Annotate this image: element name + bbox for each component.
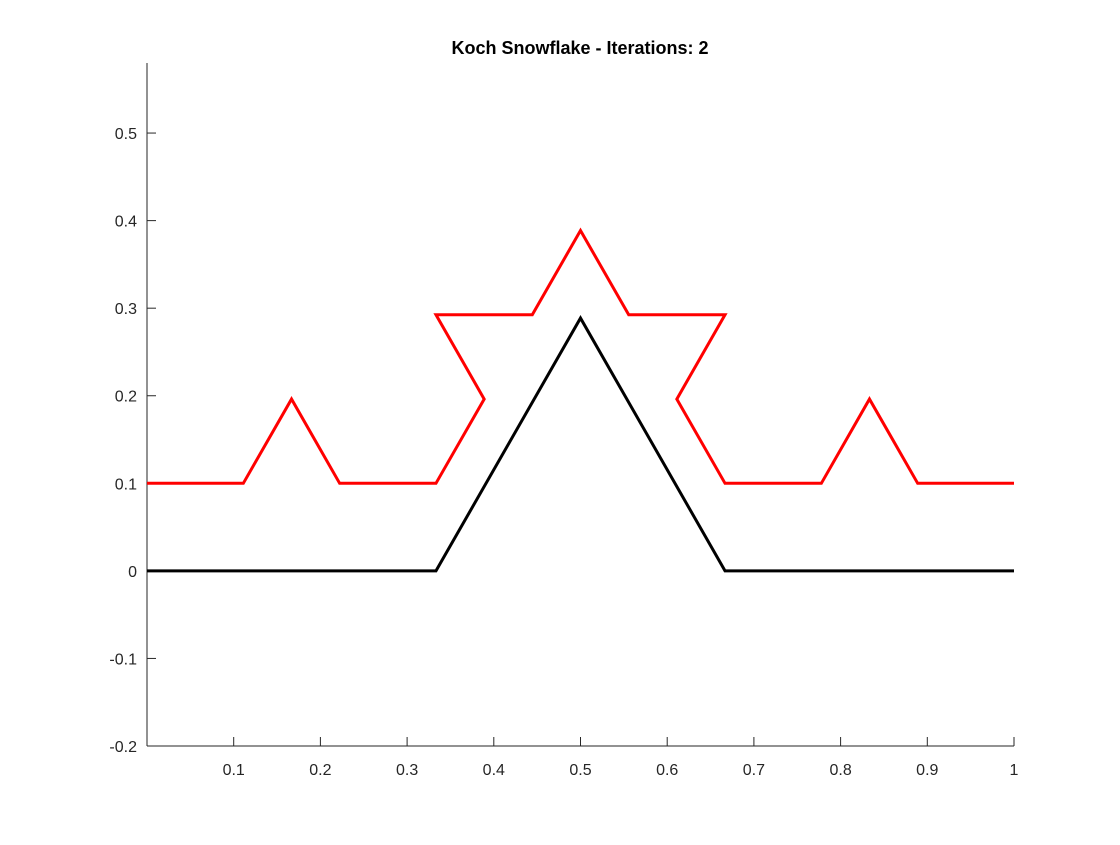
x-tick-label: 0.1 bbox=[223, 762, 245, 779]
series-line-2 bbox=[147, 227, 1014, 485]
x-tick-label: 0.8 bbox=[829, 762, 851, 779]
series-layer bbox=[147, 227, 1014, 573]
series-line-1 bbox=[147, 315, 1014, 573]
axes: 0.1 0.2 0.3 0.4 0.5 0.6 0.7 0.8 0.9 1 -0.2 -0.1 0 0.1… bbox=[109, 63, 1019, 779]
y-tick-label: 0.3 bbox=[115, 301, 137, 318]
y-tick-label: -0.1 bbox=[109, 651, 137, 668]
x-tick-label: 0.3 bbox=[396, 762, 418, 779]
y-tick-label: 0.1 bbox=[115, 476, 137, 493]
y-tick-label: 0.2 bbox=[115, 389, 137, 406]
x-tick-label: 0.7 bbox=[743, 762, 765, 779]
y-tick-label: -0.2 bbox=[109, 739, 137, 756]
y-tick-label: 0.5 bbox=[115, 126, 137, 143]
x-tick-label: 0.6 bbox=[656, 762, 678, 779]
chart-title: Koch Snowflake - Iterations: 2 bbox=[451, 38, 708, 58]
x-tick-label: 0.2 bbox=[309, 762, 331, 779]
y-tick-label: 0.4 bbox=[115, 214, 137, 231]
x-tick-label: 0.4 bbox=[483, 762, 505, 779]
x-tick-label: 0.9 bbox=[916, 762, 938, 779]
y-tick-label: 0 bbox=[128, 564, 137, 581]
x-tick-label: 0.5 bbox=[569, 762, 591, 779]
x-tick-label: 1 bbox=[1010, 762, 1019, 779]
